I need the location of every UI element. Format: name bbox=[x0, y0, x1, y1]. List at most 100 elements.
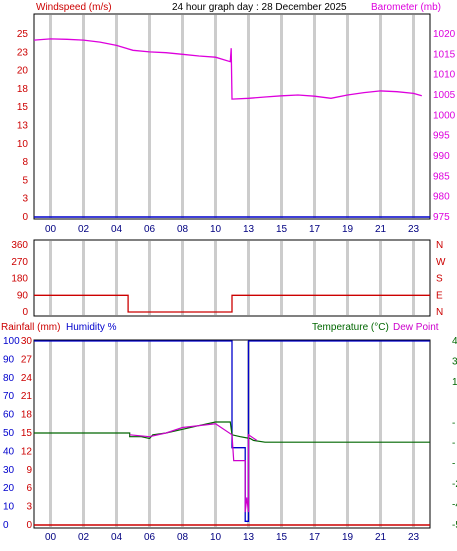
x-tick-label-wind: 19 bbox=[342, 224, 354, 235]
temperature-tick-label: 4 bbox=[452, 336, 457, 347]
grid-band-direction bbox=[148, 241, 151, 315]
temperature-tick-label: -2 bbox=[452, 479, 457, 490]
direction-tick-label: 90 bbox=[17, 290, 29, 301]
barometer-tick-label: 1015 bbox=[433, 49, 456, 60]
direction-tick-label: 360 bbox=[11, 240, 28, 251]
grid-band-temp bbox=[49, 341, 52, 527]
barometer-tick-label: 975 bbox=[433, 212, 450, 223]
humidity-axis-label: Humidity % bbox=[66, 322, 117, 333]
humidity-tick-label: 90 bbox=[3, 354, 15, 365]
barometer-tick-label: 995 bbox=[433, 131, 450, 142]
barometer-tick-label: 1005 bbox=[433, 90, 456, 101]
rainfall-tick-label: 3 bbox=[26, 502, 32, 513]
x-tick-label-temp: 08 bbox=[177, 532, 189, 543]
windspeed-tick-label: 18 bbox=[17, 84, 29, 95]
direction-tick-label: 270 bbox=[11, 257, 28, 268]
x-tick-label-wind: 06 bbox=[144, 224, 156, 235]
grid-band-direction bbox=[412, 241, 415, 315]
barometer-tick-label: 985 bbox=[433, 171, 450, 182]
rainfall-tick-label: 9 bbox=[26, 465, 32, 476]
windspeed-tick-label: 3 bbox=[22, 194, 28, 205]
rainfall-axis-label: Rainfall (mm) bbox=[1, 322, 60, 333]
temperature-tick-label: -5 bbox=[452, 520, 457, 531]
grid-band-wind bbox=[82, 15, 85, 218]
grid-band-wind bbox=[247, 15, 250, 218]
windspeed-axis-label: Windspeed (m/s) bbox=[36, 2, 112, 13]
grid-band-wind bbox=[346, 15, 349, 218]
grid-band-direction bbox=[247, 241, 250, 315]
x-tick-label-temp: 21 bbox=[375, 532, 387, 543]
grid-band-wind bbox=[313, 15, 316, 218]
direction-tick-label: 180 bbox=[11, 274, 28, 285]
windspeed-tick-label: 20 bbox=[17, 66, 29, 77]
grid-band-temp bbox=[214, 341, 217, 527]
wind-direction-line bbox=[34, 294, 430, 313]
windspeed-tick-label: 25 bbox=[17, 29, 29, 40]
grid-band-wind bbox=[115, 15, 118, 218]
x-tick-label-temp: 04 bbox=[111, 532, 123, 543]
grid-band-temp bbox=[115, 341, 118, 527]
x-tick-label-temp: 06 bbox=[144, 532, 156, 543]
x-tick-label-wind: 23 bbox=[408, 224, 420, 235]
temperature-tick-label: - bbox=[452, 418, 455, 429]
temperature-tick-label: - bbox=[452, 459, 455, 470]
compass-tick-label: S bbox=[436, 274, 443, 285]
rainfall-tick-label: 18 bbox=[21, 410, 33, 421]
x-tick-label-wind: 08 bbox=[177, 224, 189, 235]
grid-band-temp bbox=[280, 341, 283, 527]
temperature-tick-label: -4 bbox=[452, 500, 457, 511]
plot-frame-wind bbox=[33, 13, 431, 220]
humidity-tick-label: 70 bbox=[3, 391, 15, 402]
grid-band-wind bbox=[214, 15, 217, 218]
rainfall-tick-label: 15 bbox=[21, 428, 33, 439]
x-tick-label-temp: 17 bbox=[309, 532, 321, 543]
barometer-tick-label: 980 bbox=[433, 192, 450, 203]
compass-tick-label: W bbox=[436, 257, 446, 268]
barometer-axis-label: Barometer (mb) bbox=[371, 2, 441, 13]
dewpoint-line bbox=[129, 423, 258, 513]
humidity-tick-label: 100 bbox=[3, 336, 20, 347]
humidity-tick-label: 80 bbox=[3, 373, 15, 384]
windspeed-tick-label: 13 bbox=[17, 121, 29, 132]
windspeed-tick-label: 0 bbox=[22, 212, 28, 223]
grid-band-direction bbox=[82, 241, 85, 315]
rainfall-tick-label: 6 bbox=[26, 483, 32, 494]
grid-band-direction bbox=[280, 241, 283, 315]
grid-band-temp bbox=[148, 341, 151, 527]
humidity-tick-label: 30 bbox=[3, 465, 15, 476]
humidity-tick-label: 20 bbox=[3, 483, 15, 494]
humidity-tick-label: 50 bbox=[3, 428, 15, 439]
grid-band-direction bbox=[313, 241, 316, 315]
grid-band-temp bbox=[181, 341, 184, 527]
grid-band-direction bbox=[115, 241, 118, 315]
temperature-tick-label: 3 bbox=[452, 356, 457, 367]
grid-band-temp bbox=[82, 341, 85, 527]
x-tick-label-wind: 17 bbox=[309, 224, 321, 235]
x-tick-label-temp: 15 bbox=[276, 532, 288, 543]
humidity-tick-label: 60 bbox=[3, 410, 15, 421]
humidity-tick-label: 40 bbox=[3, 446, 15, 457]
barometer-tick-label: 1000 bbox=[433, 110, 456, 121]
barometer-tick-label: 1010 bbox=[433, 70, 456, 81]
x-tick-label-temp: 23 bbox=[408, 532, 420, 543]
humidity-tick-label: 0 bbox=[3, 520, 9, 531]
windspeed-tick-label: 23 bbox=[17, 47, 29, 58]
x-tick-label-temp: 00 bbox=[45, 532, 57, 543]
grid-band-wind bbox=[181, 15, 184, 218]
grid-band-direction bbox=[214, 241, 217, 315]
grid-band-direction bbox=[181, 241, 184, 315]
grid-band-wind bbox=[148, 15, 151, 218]
temperature-axis-label: Temperature (°C) bbox=[312, 322, 389, 333]
x-tick-label-wind: 00 bbox=[45, 224, 57, 235]
x-tick-label-wind: 15 bbox=[276, 224, 288, 235]
humidity-tick-label: 10 bbox=[3, 502, 15, 513]
grid-band-wind bbox=[379, 15, 382, 218]
dewpoint-axis-label: Dew Point bbox=[393, 322, 439, 333]
grid-band-temp bbox=[412, 341, 415, 527]
x-tick-label-temp: 02 bbox=[78, 532, 90, 543]
grid-band-temp bbox=[346, 341, 349, 527]
grid-band-wind bbox=[412, 15, 415, 218]
temperature-tick-label: - bbox=[452, 438, 455, 449]
x-tick-label-wind: 10 bbox=[210, 224, 222, 235]
